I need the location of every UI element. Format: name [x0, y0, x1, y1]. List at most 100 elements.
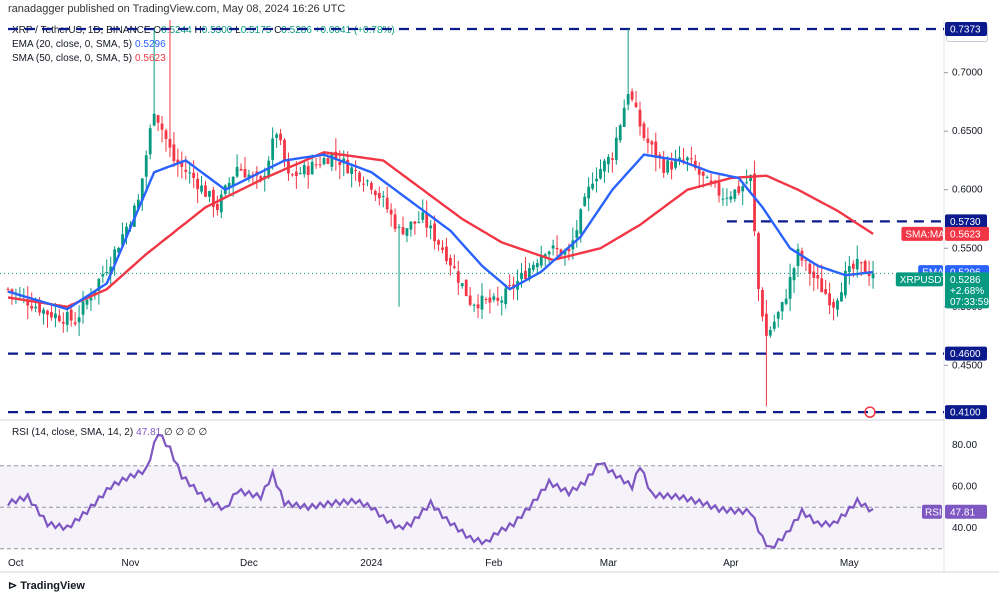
candle-body: [136, 199, 140, 209]
price-tick-label: 0.4500: [952, 360, 983, 371]
candle-body: [591, 183, 594, 189]
time-tick-label: Dec: [240, 558, 258, 569]
candle-body: [81, 301, 85, 315]
candle-body: [370, 183, 373, 190]
candle-body: [607, 156, 610, 165]
candle-body: [42, 309, 45, 314]
candle-body: [97, 279, 101, 291]
candle-body: [816, 275, 820, 279]
candle-body: [741, 186, 745, 192]
candle-body: [227, 182, 231, 188]
price-tick-label: 0.7000: [952, 68, 983, 79]
candle-body: [105, 272, 109, 274]
alert-icon[interactable]: [864, 406, 876, 418]
candle-body: [184, 169, 188, 172]
symbol-title[interactable]: XRP / TetherUS, 1D, BINANCE: [12, 25, 151, 36]
candle-body: [314, 164, 318, 166]
candle-body: [555, 247, 559, 250]
candle-body: [804, 259, 808, 261]
candle-body: [239, 168, 243, 171]
price-tag-name: XRPUSDT: [900, 275, 948, 286]
candle-body: [176, 159, 180, 165]
candle-body: [753, 173, 756, 232]
price-tag-name-box: [901, 226, 943, 241]
tradingview-logo-icon: ⊳: [8, 580, 21, 592]
level-price-label: 0.4100: [950, 408, 981, 419]
candle-body: [346, 159, 350, 174]
candle-body: [180, 160, 184, 167]
rsi-legend-value: 47.81: [136, 427, 162, 438]
candle-body: [26, 299, 30, 306]
candle-body: [6, 288, 10, 290]
candle-body: [784, 298, 788, 304]
candle-body: [508, 284, 512, 286]
candle-body: [737, 186, 741, 193]
publisher-line: ranadagger published on TradingView.com,…: [8, 3, 346, 15]
candle-body: [603, 160, 606, 172]
candle-body: [437, 240, 440, 245]
rsi-tick-label: 60.00: [952, 481, 977, 492]
candle-body: [468, 295, 472, 305]
candle-body: [73, 322, 77, 325]
ohlc-close-label: C: [274, 25, 282, 36]
candle-body: [626, 94, 630, 105]
candle-body: [113, 249, 117, 265]
candle-body: [373, 190, 377, 196]
price-tag-extra: +2.68%: [950, 286, 984, 297]
candle-body: [733, 189, 737, 199]
candle-body: [109, 266, 113, 275]
price-tick-label: 0.6500: [952, 126, 983, 137]
candle-body: [539, 255, 543, 266]
candle-body: [326, 158, 330, 164]
candle-body: [765, 313, 768, 336]
candle-body: [168, 139, 172, 148]
candle-body: [291, 174, 294, 176]
candle-body: [820, 278, 824, 293]
candle-body: [338, 161, 342, 166]
price-tag-value-box: [945, 272, 989, 309]
candle-body: [709, 180, 713, 183]
price-tag-name: SMA:MA: [905, 229, 945, 240]
candle-body: [654, 141, 658, 158]
level-price-tag: [945, 346, 987, 361]
rsi-value-tag: [945, 504, 987, 519]
sma-legend[interactable]: SMA (50, close, 0, SMA, 5) 0.5623: [12, 53, 166, 64]
candle-body: [294, 171, 298, 177]
candle-body: [476, 304, 480, 309]
candle-body: [492, 296, 496, 300]
candle-body: [397, 226, 401, 228]
ema-legend-label: EMA (20, close, 0, SMA, 5): [12, 39, 133, 50]
candle-body: [219, 194, 223, 213]
ohlc-low-label: L: [235, 25, 241, 36]
candle-body: [634, 102, 638, 108]
candle-body: [30, 305, 34, 309]
candle-body: [780, 302, 784, 312]
candle-body: [705, 177, 709, 179]
level-price-tag: [945, 405, 987, 420]
candle-body: [844, 270, 847, 296]
rsi-legend[interactable]: RSI (14, close, SMA, 14, 2) 47.81 ∅ ∅ ∅ ∅: [12, 427, 207, 438]
candle-body: [749, 175, 752, 182]
candle-body: [393, 214, 397, 229]
candle-body: [389, 209, 393, 215]
candle-body: [796, 248, 800, 266]
candle-body: [350, 167, 354, 174]
level-price-label: 0.7373: [950, 25, 981, 36]
ema-legend[interactable]: EMA (20, close, 0, SMA, 5) 0.5296: [12, 39, 166, 50]
candle-body: [152, 113, 156, 126]
rsi-name-tag: [922, 504, 942, 519]
candle-body: [405, 228, 409, 236]
candle-body: [745, 182, 749, 184]
time-tick-label: May: [840, 558, 859, 569]
candle-body: [243, 168, 247, 178]
candle-body: [172, 144, 176, 162]
candle-body: [34, 306, 38, 309]
candle-body: [449, 257, 452, 266]
tradingview-logo[interactable]: ⊳ TradingView: [8, 579, 85, 592]
candle-body: [788, 277, 792, 299]
candle-body: [757, 233, 760, 289]
candle-body: [452, 266, 456, 268]
candle-body: [101, 274, 105, 277]
candle-body: [275, 134, 278, 138]
